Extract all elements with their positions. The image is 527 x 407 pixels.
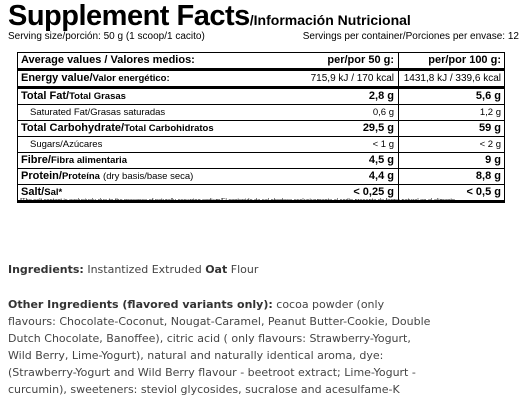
other-ingredients-line: Dutch Chocolate, Banoffee), citric acid … — [8, 332, 411, 345]
label: Fibre/ — [21, 154, 51, 166]
other-ingredients-text: (Strawberry-Yogurt and Wild Berry flavou… — [8, 366, 416, 379]
row-label: Sugars/Azúcares — [18, 137, 291, 152]
footnote: *The salt content is exclusively due to … — [20, 198, 456, 204]
title-block: Supplement Facts/Información Nutricional — [8, 0, 411, 33]
other-ingredients-line: (Strawberry-Yogurt and Wild Berry flavou… — [8, 366, 416, 379]
label: Salt/ — [21, 186, 45, 198]
servings-per-container: Servings per container/Porciones per env… — [302, 31, 519, 42]
value-50g: < 0,25 g — [291, 185, 399, 200]
row-label: Saturated Fat/Grasas saturadas — [18, 105, 291, 120]
label: Energy value/ — [21, 72, 93, 84]
other-ingredients-text: Wild Berry, Lime-Yogurt), natural and na… — [8, 349, 384, 362]
row-label: Energy value/Valor energético: — [18, 71, 291, 86]
value-100g: < 2 g — [479, 139, 501, 150]
subtitle: /Información Nutricional — [249, 12, 411, 28]
label-es: Fibra alimentaria — [50, 155, 127, 166]
table-row: Total Fat/Total Grasas 2,8 g 5,6 g — [18, 89, 504, 105]
table-row: Sugars/Azúcares < 1 g < 2 g — [18, 137, 504, 153]
label-es: Sal* — [44, 187, 63, 198]
label-es: Valor energético: — [92, 73, 170, 84]
value-100g: 1,2 g — [479, 107, 501, 118]
row-label: Total Fat/Total Grasas — [18, 89, 291, 104]
value-100g: 8,8 g — [475, 170, 501, 182]
value-100g: 5,6 g — [475, 90, 501, 102]
label: Protein/ — [21, 170, 62, 182]
table-row: Salt/Sal* < 0,25 g < 0,5 g — [18, 185, 504, 200]
value-50g: 0,6 g — [291, 105, 399, 120]
value-100g: 59 g — [478, 122, 501, 134]
row-label: Salt/Sal* — [18, 185, 291, 200]
row-label: Total Carbohydrate/Total Carbohidratos — [18, 121, 291, 136]
label: Saturated Fat/Grasas saturadas — [30, 107, 166, 118]
value-100g: < 0,5 g — [466, 186, 501, 198]
ingredients-label: Ingredients: — [8, 263, 84, 276]
value-100g: 9 g — [485, 154, 501, 166]
nutrition-table: Average values / Valores medios: per/por… — [17, 52, 505, 203]
label: Total Carbohydrate/ — [21, 122, 125, 134]
label-es: Total Carbohidratos — [124, 123, 214, 134]
header-cell: Average values / Valores medios: — [21, 54, 195, 66]
other-ingredients-line: flavours: Chocolate-Coconut, Nougat-Cara… — [8, 315, 430, 328]
other-ingredients-line: Other Ingredients (flavored variants onl… — [8, 298, 384, 311]
value-50g: < 1 g — [291, 137, 399, 152]
ingredients-text: Instantized Extruded — [87, 263, 202, 276]
label: Sugars/Azúcares — [30, 139, 103, 150]
other-ingredients-text: cocoa powder (only — [276, 298, 385, 311]
value-100g: 1431,8 kJ / 339,6 kcal — [403, 73, 501, 84]
table-row: Protein/Proteína (dry basis/base seca) 4,… — [18, 169, 504, 185]
other-ingredients-line: Wild Berry, Lime-Yogurt), natural and na… — [8, 349, 383, 362]
other-ingredients-line: curcumin), sweeteners: steviol glycoside… — [8, 383, 400, 396]
row-label: Protein/Proteína (dry basis/base seca) — [18, 169, 291, 184]
other-ingredients-text: Dutch Chocolate, Banoffee), citric acid … — [8, 332, 411, 345]
header-cell: per/por 100 g: — [428, 54, 501, 66]
other-ingredients-text: curcumin), sweeteners: steviol glycoside… — [8, 383, 400, 396]
ingredients: Ingredients: Instantized Extruded Oat Fl… — [8, 263, 258, 276]
other-ingredients-label: Other Ingredients (flavored variants onl… — [8, 298, 273, 311]
label-es: Total Grasas — [69, 91, 126, 102]
label-es: Proteína — [61, 171, 100, 182]
ingredients-text: Flour — [230, 263, 259, 276]
serving-size: Serving size/porción: 50 g (1 scoop/1 ca… — [8, 31, 205, 42]
ingredients-highlight: Oat — [205, 263, 228, 276]
label-note: (dry basis/base seca) — [103, 171, 194, 182]
row-label: Fibre/Fibra alimentaria — [18, 153, 291, 168]
value-50g: 715,9 kJ / 170 kcal — [291, 71, 399, 86]
value-50g: 4,4 g — [291, 169, 399, 184]
table-row: Saturated Fat/Grasas saturadas 0,6 g 1,2 g — [18, 105, 504, 121]
table-header: Average values / Valores medios: per/por… — [18, 53, 504, 71]
header-cell: per/por 50 g: — [291, 53, 399, 68]
other-ingredients-text: flavours: Chocolate-Coconut, Nougat-Cara… — [8, 315, 431, 328]
value-50g: 2,8 g — [291, 89, 399, 104]
table-row: Energy value/Valor energético: 715,9 kJ /… — [18, 71, 504, 89]
title: Supplement Facts — [8, 0, 250, 32]
label: Total Fat/ — [21, 90, 70, 102]
value-50g: 29,5 g — [291, 121, 399, 136]
table-row: Total Carbohydrate/Total Carbohidratos 29… — [18, 121, 504, 137]
value-50g: 4,5 g — [291, 153, 399, 168]
